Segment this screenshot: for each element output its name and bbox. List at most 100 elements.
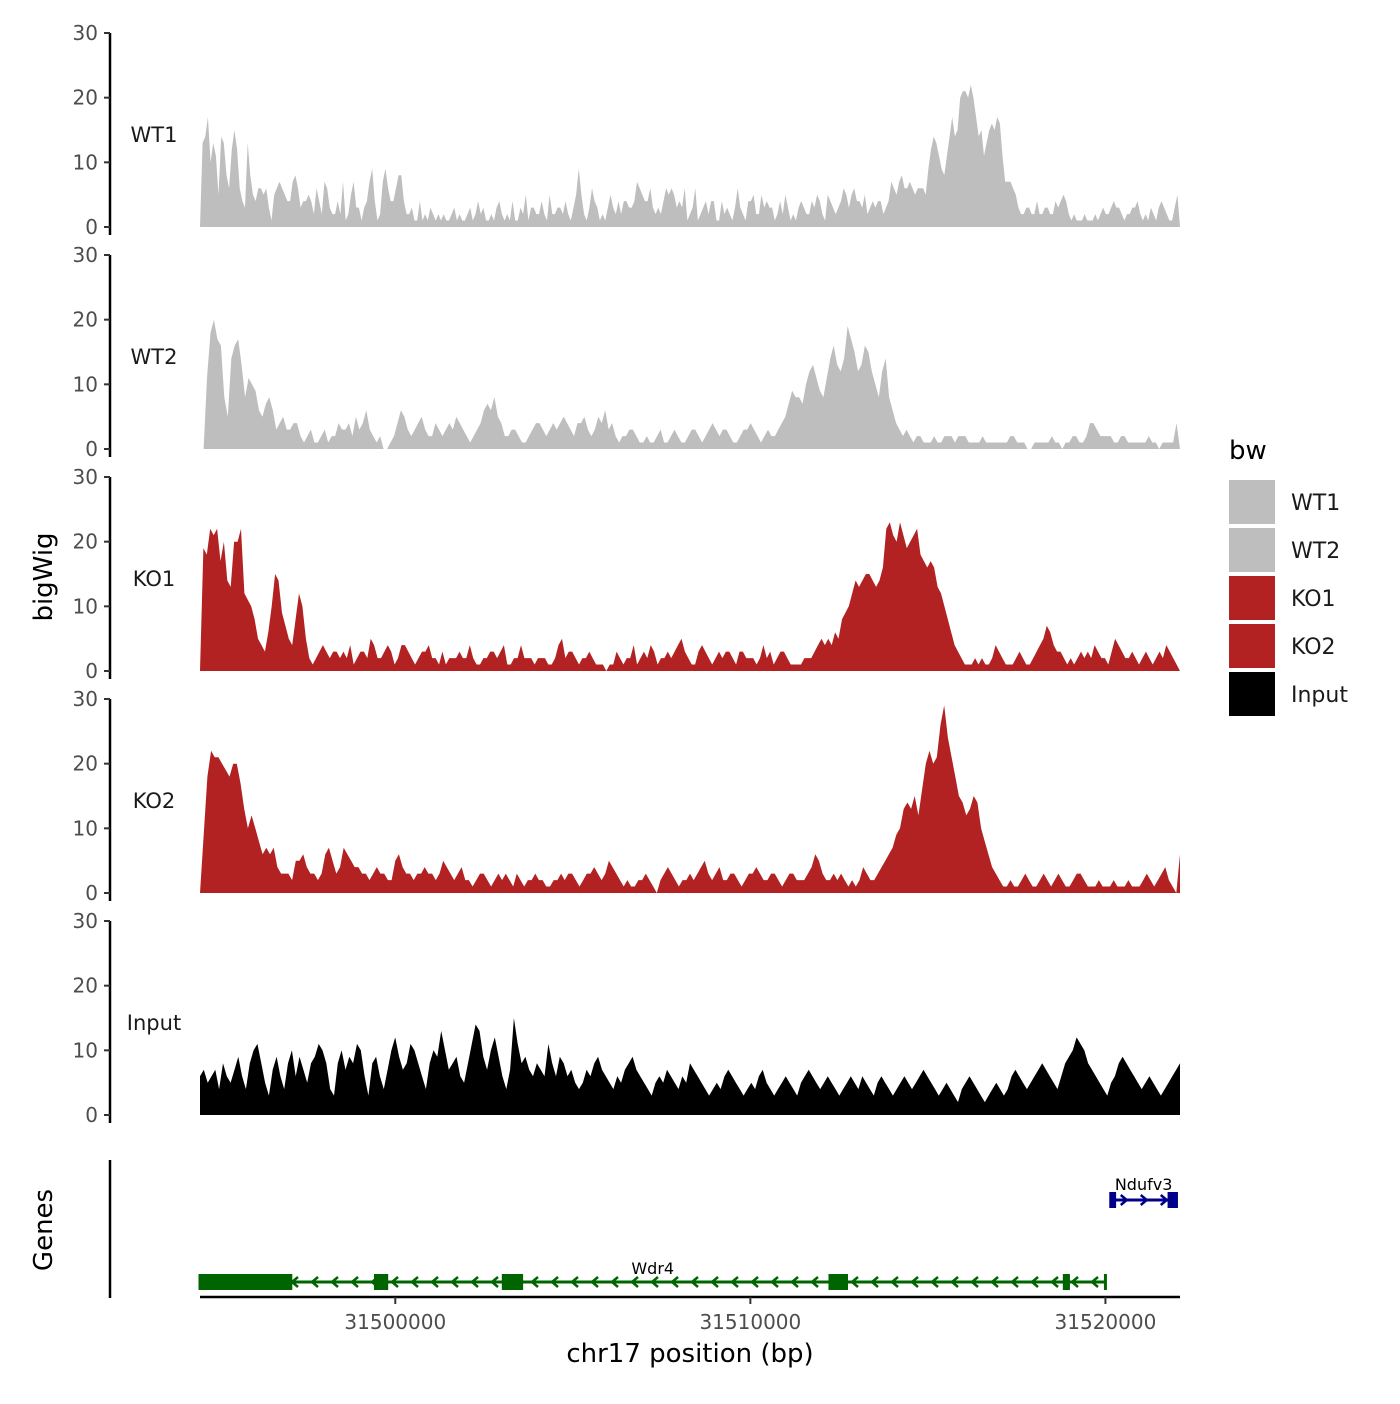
area-input xyxy=(200,1018,1180,1115)
strand-arrow-wdr4 xyxy=(530,1276,539,1288)
strand-arrow-ndufv3 xyxy=(1119,1194,1129,1206)
track-label-wt1: WT1 xyxy=(131,123,178,147)
gene-track: Ndufv3 Wdr4 xyxy=(108,1160,1178,1298)
legend-label-input: Input xyxy=(1291,683,1348,708)
strand-arrow-wdr4 xyxy=(1010,1276,1019,1288)
legend-swatch-ko1 xyxy=(1229,576,1275,620)
strand-arrow-ndufv3 xyxy=(1139,1194,1149,1206)
strand-arrow-wdr4 xyxy=(810,1276,819,1288)
strand-arrow-wdr4 xyxy=(610,1276,619,1288)
strand-arrow-wdr4 xyxy=(750,1276,759,1288)
legend-swatch-wt1 xyxy=(1229,480,1275,524)
exon-wdr4-3 xyxy=(501,1274,524,1290)
strand-arrow-wdr4 xyxy=(730,1276,739,1288)
legend-label-ko1: KO1 xyxy=(1291,587,1336,612)
strand-arrow-wdr4 xyxy=(870,1276,879,1288)
track-panel-ko1: 0 10 20 30 KO1 xyxy=(73,465,1180,683)
y-axis-title-genes: Genes xyxy=(29,1189,59,1271)
strand-arrow-wdr4 xyxy=(890,1276,899,1288)
track-label-ko1: KO1 xyxy=(133,567,176,591)
gene-wdr4: Wdr4 xyxy=(198,1259,1107,1290)
y-tick-label-input-10: 10 xyxy=(73,1038,98,1062)
strand-arrow-wdr4 xyxy=(650,1276,659,1288)
x-axis: 31500000 31510000 31520000 xyxy=(200,1295,1180,1334)
y-tick-label-wt2-30: 30 xyxy=(73,243,98,267)
strand-arrow-wdr4 xyxy=(430,1276,439,1288)
strand-arrow-wdr4 xyxy=(710,1276,719,1288)
signal-tracks: 0 10 20 30 WT1 0 10 20 30 WT2 0 10 20 30 KO1 0 10 20 30 KO2… xyxy=(73,21,1181,1127)
y-tick-label-wt2-10: 10 xyxy=(73,372,98,396)
strand-arrow-wdr4 xyxy=(850,1276,859,1288)
strand-arrow-wdr4 xyxy=(790,1276,799,1288)
y-axis-title-bigwig: bigWig xyxy=(29,532,59,621)
y-tick-label-input-0: 0 xyxy=(85,1103,98,1127)
track-label-wt2: WT2 xyxy=(131,345,178,369)
exon-ndufv3-1 xyxy=(1110,1192,1117,1208)
exon-wdr4-1 xyxy=(200,1274,293,1290)
y-tick-label-wt1-0: 0 xyxy=(85,215,98,239)
strand-arrow-wdr4 xyxy=(490,1276,499,1288)
x-tick-label-31510000: 31510000 xyxy=(699,1310,801,1334)
strand-arrow-wdr4 xyxy=(770,1276,779,1288)
strand-arrow-wdr4 xyxy=(910,1276,919,1288)
legend-swatch-wt2 xyxy=(1229,528,1275,572)
legend-swatch-input xyxy=(1229,672,1275,716)
strand-arrow-wdr4 xyxy=(550,1276,559,1288)
strand-arrow-wdr4 xyxy=(470,1276,479,1288)
strand-arrow-wdr4 xyxy=(590,1276,599,1288)
gene-label-ndufv3: Ndufv3 xyxy=(1115,1175,1173,1194)
y-tick-label-wt1-30: 30 xyxy=(73,21,98,45)
strand-arrow-wdr4 xyxy=(630,1276,639,1288)
x-tick-label-31500000: 31500000 xyxy=(344,1310,446,1334)
y-tick-label-ko2-30: 30 xyxy=(73,687,98,711)
y-tick-label-wt1-10: 10 xyxy=(73,150,98,174)
strand-arrow-wdr4 xyxy=(950,1276,959,1288)
strand-arrow-wdr4 xyxy=(350,1276,359,1288)
y-tick-label-ko1-10: 10 xyxy=(73,594,98,618)
y-tick-label-ko1-30: 30 xyxy=(73,465,98,489)
strand-arrow-wdr4 xyxy=(1030,1276,1039,1288)
strand-arrow-wdr4 xyxy=(390,1276,399,1288)
strand-arrow-wdr4 xyxy=(450,1276,459,1288)
exon-wdr4-5 xyxy=(1062,1274,1070,1290)
legend-title: bw xyxy=(1229,436,1267,466)
y-tick-label-ko1-20: 20 xyxy=(73,530,98,554)
strand-arrow-wdr4 xyxy=(1050,1276,1059,1288)
legend-label-ko2: KO2 xyxy=(1291,635,1336,660)
strand-arrow-wdr4 xyxy=(670,1276,679,1288)
exon-ndufv3-2 xyxy=(1167,1192,1177,1208)
area-ko1 xyxy=(200,522,1180,671)
y-tick-label-ko2-10: 10 xyxy=(73,816,98,840)
y-tick-label-input-30: 30 xyxy=(73,909,98,933)
track-label-input: Input xyxy=(127,1011,181,1035)
strand-arrow-wdr4 xyxy=(310,1276,319,1288)
exon-wdr4-2 xyxy=(373,1274,389,1290)
legend: bw WT1 WT2 KO1 KO2 Input xyxy=(1229,436,1348,716)
y-tick-label-wt2-20: 20 xyxy=(73,308,98,332)
y-tick-label-input-20: 20 xyxy=(73,974,98,998)
area-ko2 xyxy=(200,705,1180,893)
legend-swatch-ko2 xyxy=(1229,624,1275,668)
track-panel-wt1: 0 10 20 30 WT1 xyxy=(73,21,1180,239)
y-tick-label-ko2-20: 20 xyxy=(73,752,98,776)
legend-label-wt1: WT1 xyxy=(1291,491,1340,516)
x-tick-label-31520000: 31520000 xyxy=(1055,1310,1157,1334)
exon-wdr4-4 xyxy=(828,1274,849,1290)
track-panel-wt2: 0 10 20 30 WT2 xyxy=(73,243,1181,461)
track-panel-ko2: 0 10 20 30 KO2 xyxy=(73,687,1180,905)
strand-arrow-wdr4 xyxy=(930,1276,939,1288)
strand-arrow-wdr4 xyxy=(990,1276,999,1288)
area-wt1 xyxy=(200,84,1180,227)
strand-arrow-wdr4 xyxy=(970,1276,979,1288)
strand-arrow-ndufv3 xyxy=(1159,1194,1169,1206)
legend-label-wt2: WT2 xyxy=(1291,539,1340,564)
strand-arrow-wdr4 xyxy=(1070,1276,1079,1288)
strand-arrow-wdr4 xyxy=(330,1276,339,1288)
track-label-ko2: KO2 xyxy=(133,789,176,813)
y-tick-label-ko2-0: 0 xyxy=(85,881,98,905)
y-tick-label-wt1-20: 20 xyxy=(73,86,98,110)
strand-arrow-wdr4 xyxy=(690,1276,699,1288)
x-axis-title: chr17 position (bp) xyxy=(566,1339,813,1369)
